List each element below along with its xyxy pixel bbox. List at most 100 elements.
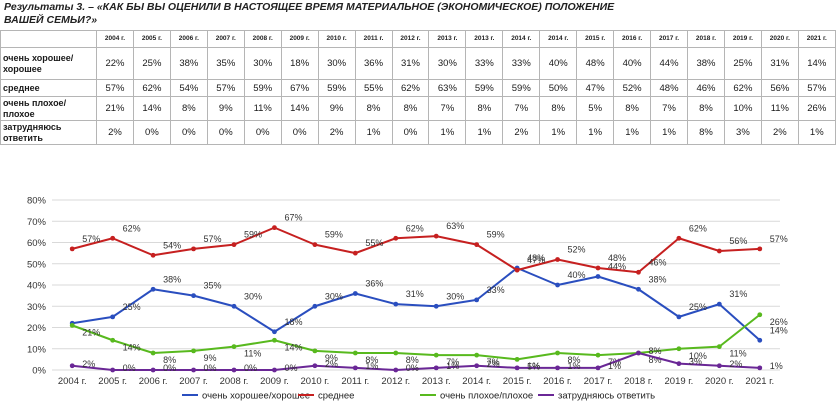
data-label: 62% bbox=[406, 223, 424, 233]
year-header: 2016 г. bbox=[613, 30, 652, 48]
table-cell: 67% bbox=[280, 79, 319, 97]
data-label: 7% bbox=[446, 357, 459, 367]
table-cell: 8% bbox=[169, 96, 208, 121]
table-cell: 5% bbox=[576, 96, 615, 121]
data-label: 44% bbox=[608, 262, 626, 272]
data-point bbox=[312, 303, 318, 309]
table-cell: 30% bbox=[317, 47, 356, 80]
data-label: 1% bbox=[608, 361, 621, 371]
data-point bbox=[676, 361, 682, 367]
x-tick-label: 2008 г. bbox=[220, 376, 249, 387]
x-tick-label: 2014 г. bbox=[462, 376, 491, 387]
table-cell: 38% bbox=[169, 47, 208, 80]
results-title: Результаты 3. – «КАК БЫ ВЫ ОЦЕНИЛИ В НАС… bbox=[4, 1, 615, 26]
x-tick-label: 2013 г. bbox=[422, 376, 451, 387]
x-tick-label: 2010 г. bbox=[301, 376, 330, 387]
data-point bbox=[595, 265, 601, 271]
table-cell: 26% bbox=[797, 96, 836, 121]
data-label: 47% bbox=[527, 255, 545, 265]
data-point bbox=[231, 242, 237, 248]
data-label: 0% bbox=[123, 363, 136, 373]
data-label: 35% bbox=[204, 281, 222, 291]
legend-label: затрудняюсь ответить bbox=[558, 391, 655, 402]
table-cell: 0% bbox=[391, 120, 430, 145]
year-header: 2017 г. bbox=[650, 30, 688, 48]
data-label: 0% bbox=[163, 363, 176, 373]
year-header: 2010 г. bbox=[317, 30, 356, 48]
data-label: 1% bbox=[568, 361, 581, 371]
data-label: 63% bbox=[446, 221, 464, 231]
table-cell: 8% bbox=[613, 96, 652, 121]
data-label: 1% bbox=[446, 361, 459, 371]
legend-label: очень хорошее/хорошее bbox=[202, 391, 310, 402]
data-point bbox=[595, 352, 601, 358]
data-label: 0% bbox=[244, 363, 257, 373]
x-tick-label: 2007 г. bbox=[179, 376, 208, 387]
data-label: 8% bbox=[648, 346, 661, 356]
data-point bbox=[110, 337, 116, 343]
table-cell: 47% bbox=[576, 79, 615, 97]
table-cell: 8% bbox=[687, 96, 725, 121]
table-cell: 57% bbox=[797, 79, 836, 97]
data-label: 7% bbox=[487, 357, 500, 367]
data-point bbox=[312, 348, 318, 354]
table-cell: 2% bbox=[317, 120, 356, 145]
data-label: 11% bbox=[729, 349, 746, 359]
table-cell: 11% bbox=[243, 96, 282, 121]
data-label: 5% bbox=[527, 361, 540, 371]
year-header: 2014 г. bbox=[539, 30, 578, 48]
data-label: 46% bbox=[648, 257, 666, 267]
table-cell: 52% bbox=[613, 79, 652, 97]
data-point bbox=[110, 235, 116, 241]
table-row: очень хорошее/хорошее 22% 25% 38% 35% 30% 18%… bbox=[0, 47, 836, 80]
data-label: 1% bbox=[770, 361, 783, 371]
data-label: 2% bbox=[325, 359, 338, 369]
data-point bbox=[191, 367, 196, 373]
line-chart: 0% 10% 20% 30% 40% 50% 60% 70% 80% 2004 г. 2005 г.… bbox=[0, 188, 840, 409]
data-point bbox=[69, 322, 75, 328]
table-cell: 7% bbox=[502, 96, 541, 121]
data-label: 30% bbox=[446, 291, 464, 301]
data-label: 57% bbox=[82, 234, 100, 244]
table-corner-cell bbox=[0, 30, 97, 48]
data-point bbox=[110, 314, 116, 320]
data-label: 1% bbox=[365, 361, 378, 371]
data-point bbox=[352, 291, 358, 296]
data-label: 30% bbox=[325, 291, 343, 301]
data-point bbox=[393, 235, 399, 241]
data-point bbox=[433, 352, 439, 358]
data-label: 36% bbox=[365, 279, 383, 289]
table-cell: 36% bbox=[354, 47, 393, 80]
year-header: 2015 г. bbox=[576, 30, 615, 48]
data-point bbox=[474, 352, 480, 358]
table-cell: 7% bbox=[428, 96, 467, 121]
data-point bbox=[757, 312, 763, 318]
data-point bbox=[312, 363, 318, 369]
y-tick-label: 10% bbox=[27, 344, 47, 355]
data-point bbox=[716, 301, 722, 307]
table-cell: 30% bbox=[243, 47, 282, 80]
row-label-average: среднее bbox=[0, 79, 97, 97]
data-label: 48% bbox=[608, 253, 626, 263]
data-label: 57% bbox=[770, 234, 788, 244]
table-cell: 48% bbox=[650, 79, 688, 97]
data-point bbox=[474, 297, 480, 303]
data-label: 62% bbox=[123, 223, 141, 233]
table-cell: 62% bbox=[132, 79, 171, 97]
table-cell: 54% bbox=[169, 79, 208, 97]
data-point bbox=[474, 242, 480, 248]
data-label: 40% bbox=[568, 270, 586, 280]
table-cell: 0% bbox=[206, 120, 245, 145]
data-label: 14% bbox=[123, 342, 141, 352]
data-label: 25% bbox=[689, 302, 707, 312]
data-label: 8% bbox=[365, 355, 378, 365]
data-point bbox=[393, 367, 399, 373]
table-cell: 2% bbox=[760, 120, 799, 145]
table-header-row: 2004 г. 2005 г. 2006 г. 2007 г. 2008 г. 2009 … bbox=[0, 30, 836, 48]
data-label: 8% bbox=[648, 355, 661, 365]
table-cell: 33% bbox=[502, 47, 541, 80]
series-line bbox=[71, 226, 760, 274]
data-point bbox=[474, 363, 480, 369]
year-header: 2009 г. bbox=[280, 30, 319, 48]
data-point bbox=[191, 293, 196, 299]
